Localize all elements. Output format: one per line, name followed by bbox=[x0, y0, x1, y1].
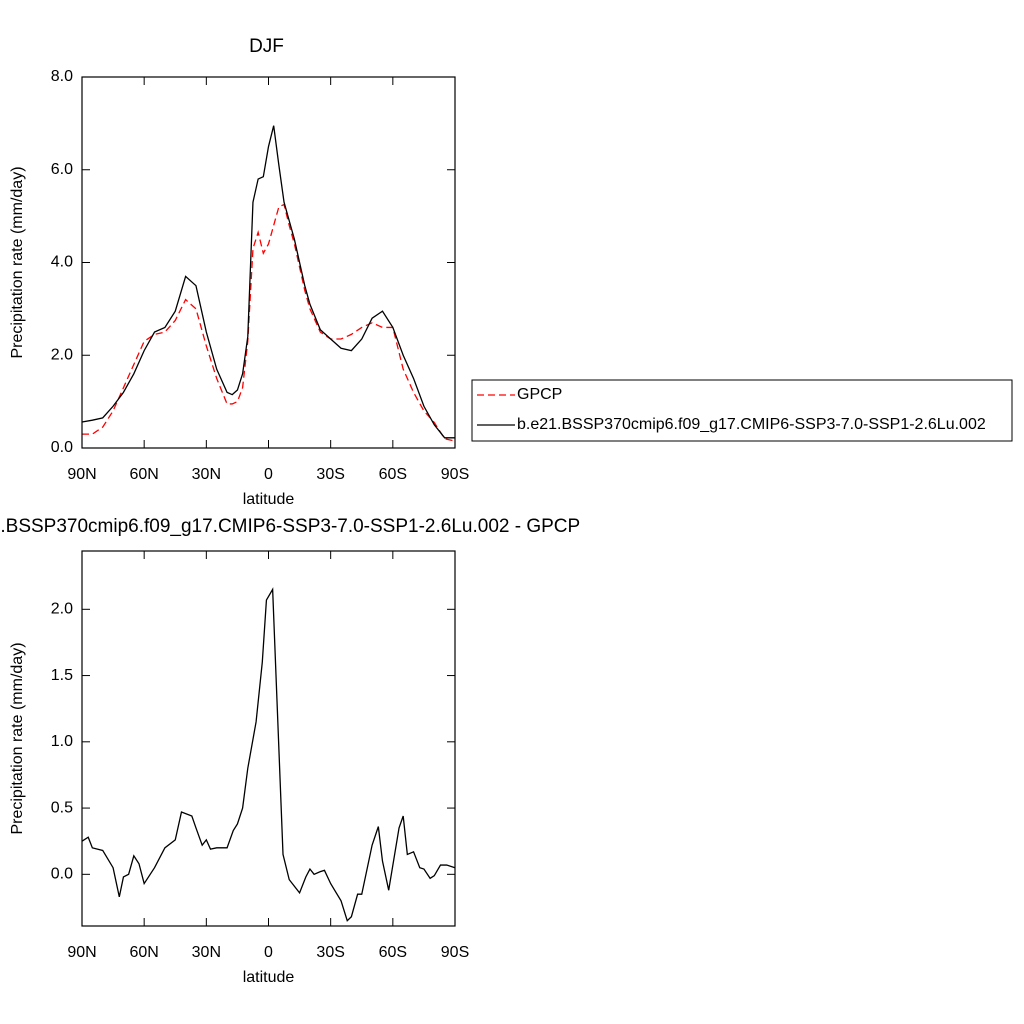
y-tick-label: 2.0 bbox=[51, 346, 73, 363]
legend-box bbox=[471, 379, 1013, 442]
x-tick-label: 60N bbox=[129, 944, 158, 961]
x-axis-label: latitude bbox=[243, 969, 295, 986]
x-tick-label: 30S bbox=[316, 944, 344, 961]
x-axis-label: latitude bbox=[243, 491, 295, 508]
legend: GPCP b.e21.BSSP370cmip6.f09_g17.CMIP6-SSP… bbox=[471, 379, 1013, 442]
y-tick-label: 8.0 bbox=[51, 68, 73, 85]
y-axis-label: Precipitation rate (mm/day) bbox=[9, 166, 26, 358]
x-tick-label: 60N bbox=[129, 466, 158, 483]
x-tick-label: 0 bbox=[264, 944, 273, 961]
x-tick-label: 90N bbox=[67, 466, 96, 483]
data-line bbox=[81, 125, 455, 439]
y-tick-label: 0.5 bbox=[51, 799, 73, 816]
x-tick-label: 30S bbox=[316, 466, 344, 483]
y-tick-label: 4.0 bbox=[51, 254, 73, 271]
y-tick-label: 1.0 bbox=[51, 733, 73, 750]
legend-label: b.e21.BSSP370cmip6.f09_g17.CMIP6-SSP3-7.… bbox=[517, 416, 986, 433]
legend-label: GPCP bbox=[517, 386, 562, 403]
x-tick-label: 90S bbox=[441, 466, 469, 483]
x-tick-label: 30N bbox=[192, 466, 221, 483]
y-tick-label: 0.0 bbox=[51, 866, 73, 883]
y-axis-label: Precipitation rate (mm/day) bbox=[9, 642, 26, 834]
x-tick-label: 60S bbox=[379, 466, 407, 483]
y-tick-label: 0.0 bbox=[51, 439, 73, 456]
chart-title: b.e21.BSSP370cmip6.f09_g17.CMIP6-SSP3-7.… bbox=[0, 516, 580, 537]
x-tick-label: 30N bbox=[192, 944, 221, 961]
y-tick-label: 1.5 bbox=[51, 667, 73, 684]
chart-title: DJF bbox=[249, 36, 284, 57]
plot-frame bbox=[81, 76, 456, 449]
y-tick-label: 6.0 bbox=[51, 161, 73, 178]
x-tick-label: 60S bbox=[379, 944, 407, 961]
x-tick-label: 90N bbox=[67, 944, 96, 961]
y-tick-label: 2.0 bbox=[51, 601, 73, 618]
plot-frame bbox=[81, 550, 456, 927]
x-tick-label: 0 bbox=[264, 466, 273, 483]
data-line bbox=[82, 203, 456, 442]
x-tick-label: 90S bbox=[441, 944, 469, 961]
data-line bbox=[81, 587, 456, 922]
